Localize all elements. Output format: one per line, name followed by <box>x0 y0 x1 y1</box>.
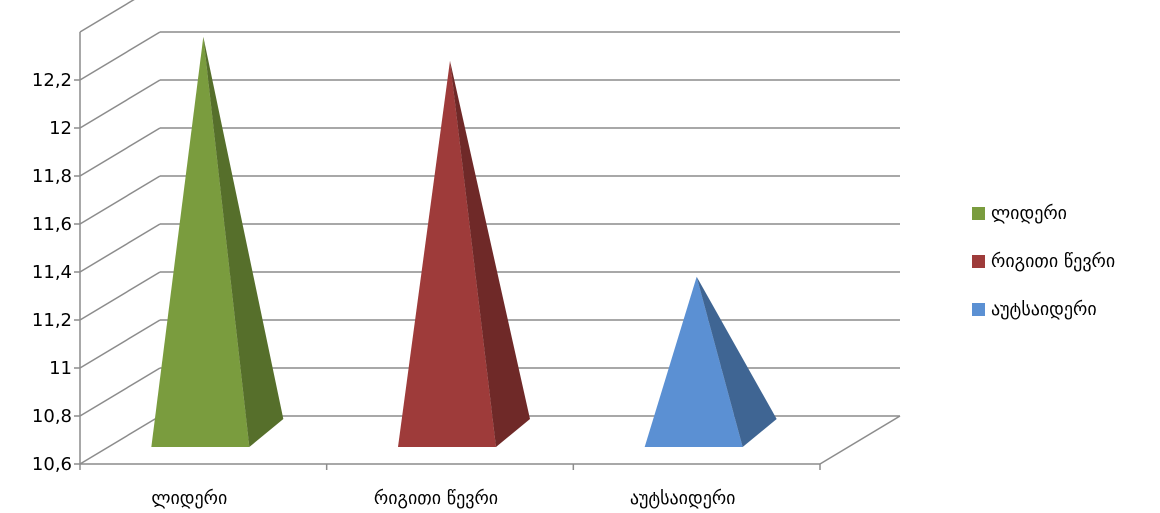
legend-label: აუტსაიდერი <box>991 299 1097 320</box>
pyramid-3 <box>644 276 777 447</box>
legend-swatch <box>972 207 985 220</box>
gridline-side <box>79 127 161 177</box>
gridline-side <box>79 415 161 465</box>
y-tick-label: 12,2 <box>32 70 72 91</box>
y-tick-label: 10,8 <box>32 406 72 427</box>
pyramid-2 <box>398 60 530 448</box>
legend-label: ლიდერი <box>991 203 1067 224</box>
pyramid-side-face <box>203 36 284 448</box>
axes <box>74 32 901 470</box>
x-tick-label: ლიდერი <box>151 488 227 509</box>
pyramid-front-face <box>151 36 250 448</box>
y-tick-label: 10,6 <box>32 454 72 475</box>
pyramid-front-face <box>398 60 496 448</box>
y-tick-label: 11,8 <box>32 166 72 187</box>
gridline-side <box>79 79 161 129</box>
gridline-side <box>79 223 161 273</box>
legend-label: რიგითი წევრი <box>991 251 1115 272</box>
category-labels: ლიდერი რიგითი წევრი აუტსაიდერი <box>151 488 735 509</box>
gridlines <box>79 0 900 465</box>
x-tick-label: აუტსაიდერი <box>630 488 736 509</box>
floor-edge <box>819 415 901 465</box>
gridline-side <box>79 0 135 33</box>
pyramid-1 <box>151 36 284 448</box>
y-tick-label: 11 <box>49 358 72 379</box>
gridline-side <box>79 367 161 417</box>
pyramid-side-face <box>450 60 530 448</box>
x-tick-label: რიგითი წევრი <box>374 488 498 509</box>
pyramids <box>151 36 777 448</box>
gridline-side <box>79 31 161 81</box>
gridline-side <box>79 175 161 225</box>
gridline-side <box>79 319 161 369</box>
legend-swatch <box>972 255 985 268</box>
pyramid-front-face <box>644 276 743 447</box>
y-tick-label: 11,6 <box>32 214 72 235</box>
y-tick-label: 11,4 <box>32 262 72 283</box>
y-tick-label: 11,2 <box>32 310 72 331</box>
y-tick-labels: 10,6 10,8 11 11,2 11,4 11,6 11,8 12 12,2 <box>32 70 72 475</box>
pyramid-side-face <box>696 276 777 447</box>
legend-swatch <box>972 303 985 316</box>
legend: ლიდერი რიგითი წევრი აუტსაიდერი <box>972 203 1115 320</box>
gridline-side <box>79 271 161 321</box>
y-tick-label: 12 <box>49 118 72 139</box>
